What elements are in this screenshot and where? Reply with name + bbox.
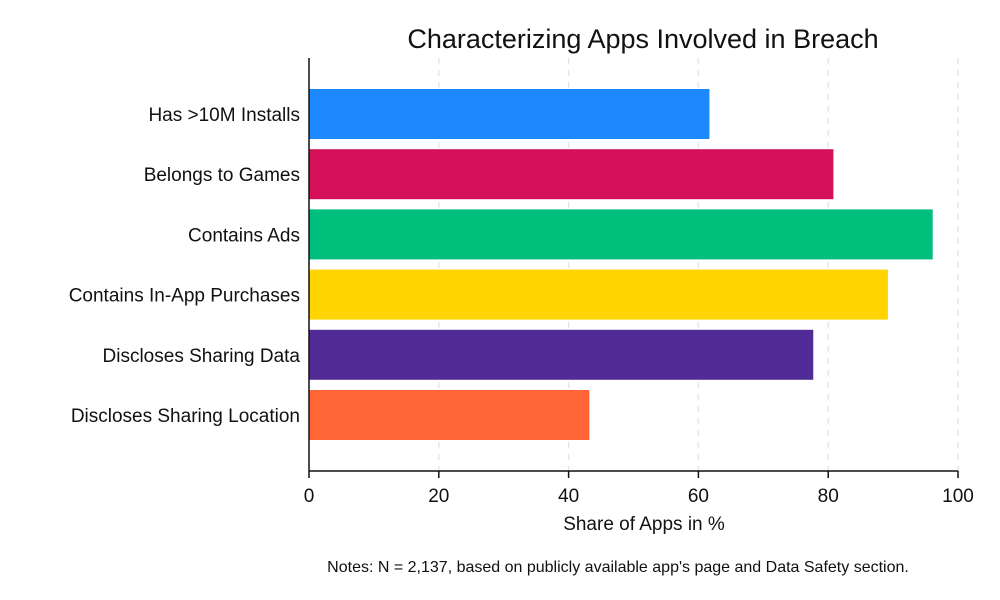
x-tick-label: 80 xyxy=(818,486,839,507)
x-tick-label: 100 xyxy=(942,486,974,507)
x-tick-label: 40 xyxy=(558,486,579,507)
bars xyxy=(309,89,933,440)
bar xyxy=(309,89,710,139)
x-tick-label: 60 xyxy=(688,486,709,507)
x-tick-label: 20 xyxy=(428,486,449,507)
chart-title: Characterizing Apps Involved in Breach xyxy=(407,24,878,54)
category-label: Discloses Sharing Data xyxy=(103,346,301,367)
chart-note: Notes: N = 2,137, based on publicly avai… xyxy=(327,559,909,576)
x-axis-title: Share of Apps in % xyxy=(563,514,725,535)
gridlines xyxy=(438,58,959,471)
bar xyxy=(309,209,933,260)
category-labels: Has >10M Installs Belongs to Games Contain… xyxy=(69,105,301,427)
category-label: Contains In-App Purchases xyxy=(69,286,300,307)
bar xyxy=(309,390,590,440)
category-label: Discloses Sharing Location xyxy=(71,406,300,427)
category-label: Contains Ads xyxy=(188,225,300,246)
category-label: Has >10M Installs xyxy=(148,105,300,126)
category-label: Belongs to Games xyxy=(144,165,300,186)
bar xyxy=(309,269,888,320)
bar xyxy=(309,329,814,380)
bar xyxy=(309,149,834,200)
x-tick-label: 0 xyxy=(304,486,315,507)
x-axis-ticks: 0 20 40 60 80 100 xyxy=(304,471,974,507)
